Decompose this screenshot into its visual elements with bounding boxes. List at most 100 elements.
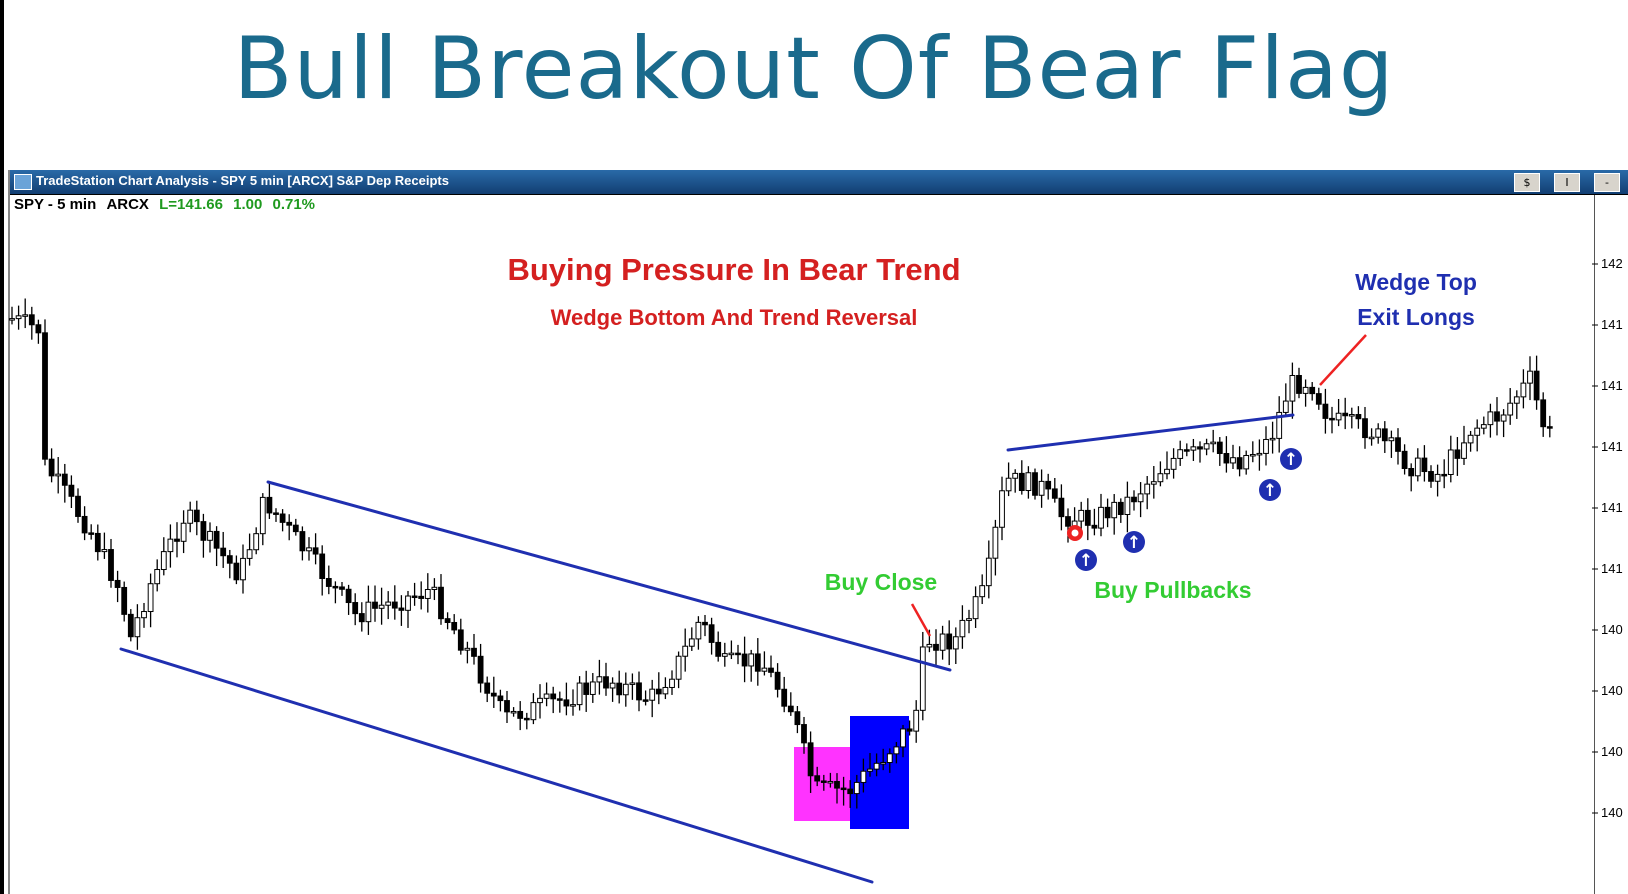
- candle-body: [814, 775, 821, 782]
- candle-body: [48, 458, 55, 477]
- candle-body: [1210, 441, 1217, 445]
- candle-body: [213, 530, 220, 549]
- candle-body: [1197, 446, 1203, 450]
- candle-body: [365, 601, 372, 623]
- candle-body: [900, 728, 906, 748]
- candle-body: [88, 532, 95, 535]
- candle-body: [1520, 382, 1527, 398]
- candle-body: [1117, 501, 1124, 515]
- candle-body: [1124, 496, 1131, 515]
- candle-body: [933, 643, 939, 651]
- buy-marker-arrow: ↑: [1263, 481, 1277, 501]
- window-minimize-button[interactable]: -: [1594, 173, 1620, 192]
- sell-marker-dot: [1071, 529, 1079, 537]
- candle-body: [405, 595, 411, 611]
- candle-body: [510, 710, 517, 714]
- wedge-top-pointer: [1319, 334, 1367, 386]
- window-title: TradeStation Chart Analysis - SPY 5 min …: [36, 173, 449, 188]
- candle-body: [418, 595, 425, 599]
- candle-body: [1150, 481, 1157, 485]
- candle-body: [259, 496, 266, 535]
- candle-body: [312, 547, 319, 555]
- window-button-info[interactable]: I: [1554, 173, 1580, 192]
- quote-last: L=141.66: [159, 196, 223, 213]
- candle-body: [1421, 457, 1428, 473]
- candle-body: [174, 538, 180, 542]
- candle-body: [345, 588, 352, 604]
- annotation-buying-pressure-in-bear-trend: Buying Pressure In Bear Trend: [507, 252, 960, 287]
- candle-body: [240, 557, 246, 581]
- candle-body: [385, 601, 392, 606]
- candle-body: [200, 521, 207, 541]
- candle-body: [477, 655, 484, 684]
- candle-body: [622, 683, 629, 696]
- app-icon: [14, 174, 32, 190]
- candle-body: [167, 538, 174, 553]
- price-tick-label: 140: [1601, 744, 1623, 759]
- candle-body: [636, 682, 642, 701]
- candle-body: [1230, 457, 1236, 464]
- candle-body: [537, 697, 543, 704]
- candle-body: [886, 753, 893, 764]
- candle-body: [655, 688, 662, 695]
- candle-body: [358, 613, 365, 623]
- candle-body: [781, 688, 788, 707]
- candle-body: [127, 613, 134, 638]
- quote-bar: SPY - 5 min ARCX L=141.66 1.00 0.71%: [14, 196, 315, 213]
- candle-body: [1480, 424, 1487, 429]
- candle-body: [1157, 473, 1164, 483]
- candle-body: [873, 762, 880, 770]
- candle-body: [556, 698, 563, 701]
- candle-body: [721, 653, 728, 657]
- candle-body: [893, 746, 900, 755]
- candle-body: [761, 667, 768, 672]
- candle-body: [563, 699, 570, 707]
- candle-body: [1183, 449, 1190, 452]
- candle-body: [55, 473, 62, 477]
- candle-body: [1084, 509, 1091, 526]
- candle-body: [61, 473, 68, 486]
- candle-body: [1513, 396, 1520, 404]
- candle-body: [35, 324, 42, 334]
- candle-body: [207, 530, 213, 541]
- candle-body: [431, 586, 438, 591]
- window-button-dollar[interactable]: $: [1514, 173, 1540, 192]
- price-tick-label: 140: [1601, 683, 1623, 698]
- candle-body: [193, 509, 200, 523]
- candle-body: [1223, 452, 1230, 464]
- price-tick-label: 141: [1601, 317, 1623, 332]
- candle-body: [616, 682, 623, 696]
- candle-body: [906, 728, 913, 732]
- candle-body: [1005, 477, 1012, 492]
- candle-body: [649, 688, 656, 701]
- candle-body: [880, 762, 887, 765]
- candle-body: [603, 676, 609, 689]
- candle-body: [180, 522, 187, 542]
- annotation-wedge-top: Wedge Top: [1355, 269, 1477, 295]
- candle-body: [279, 513, 286, 523]
- candle-body: [1494, 411, 1500, 422]
- candle-body: [1434, 473, 1441, 482]
- upper-channel-trendline: [266, 480, 952, 672]
- candle-body: [576, 682, 583, 706]
- candle-body: [1467, 434, 1474, 444]
- candle-body: [959, 619, 966, 638]
- candle-body: [1276, 411, 1283, 439]
- buy-marker-circle: [1280, 448, 1302, 470]
- candle-body: [1018, 472, 1025, 492]
- candle-body: [1302, 386, 1309, 394]
- candle-body: [1428, 471, 1434, 482]
- candle-body: [754, 653, 761, 672]
- candle-body: [484, 682, 491, 694]
- candle-body: [609, 682, 616, 689]
- candle-body: [1249, 453, 1256, 457]
- candle-body: [1243, 454, 1250, 470]
- candle-body: [992, 526, 999, 559]
- candle-body: [741, 653, 748, 667]
- candle-body: [794, 711, 801, 726]
- candle-body: [913, 709, 920, 732]
- candle-body: [1091, 524, 1098, 529]
- candle-body: [774, 671, 781, 690]
- window-titlebar[interactable]: TradeStation Chart Analysis - SPY 5 min …: [10, 170, 1628, 195]
- annotation-wedge-bottom-and-trend-reversal: Wedge Bottom And Trend Reversal: [551, 305, 918, 330]
